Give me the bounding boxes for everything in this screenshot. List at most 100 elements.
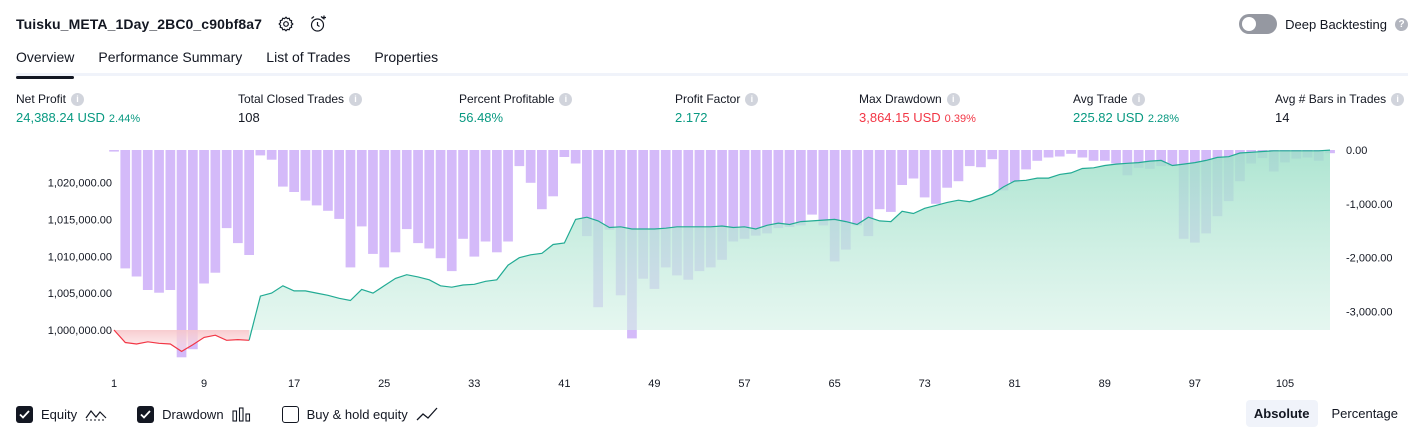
drawdown-bars-icon <box>232 406 252 422</box>
equity-checkbox[interactable] <box>16 405 33 423</box>
drawdown-bar <box>503 150 513 242</box>
drawdown-bar <box>886 150 896 212</box>
x-axis-tick-label: 57 <box>738 378 750 390</box>
info-icon[interactable]: i <box>1391 92 1405 106</box>
drawdown-bar <box>525 150 536 183</box>
info-icon[interactable]: i <box>1132 92 1146 106</box>
drawdown-bar <box>739 150 750 239</box>
alarm-clock-add-icon[interactable] <box>308 14 328 34</box>
drawdown-bar <box>1088 150 1099 161</box>
drawdown-bars <box>109 150 1335 358</box>
drawdown-bar <box>492 150 502 253</box>
equity-profit-line <box>248 149 1331 341</box>
absolute-button[interactable]: Absolute <box>1245 400 1318 427</box>
right-axis-tick-label: -1,000.00 <box>1346 199 1392 211</box>
info-icon[interactable]: i <box>946 92 960 106</box>
drawdown-bar <box>356 150 367 227</box>
drawdown-bar <box>1145 150 1155 169</box>
metric-percent: 0.39% <box>944 113 976 125</box>
drawdown-bar <box>233 150 243 244</box>
drawdown-bar <box>1111 150 1121 164</box>
drawdown-bar <box>874 150 885 210</box>
drawdown-bar <box>829 150 840 262</box>
tab-performance-summary[interactable]: Performance Summary <box>98 49 243 65</box>
drawdown-bar <box>705 150 716 268</box>
metric-value: 3,864.15 USD <box>859 110 941 125</box>
equity-line <box>113 149 1331 353</box>
legend-buy-hold[interactable]: Buy & hold equity <box>281 405 438 423</box>
drawdown-bar <box>1009 150 1020 183</box>
legend-drawdown[interactable]: Drawdown <box>137 405 252 423</box>
equity-loss-fill <box>114 330 250 352</box>
drawdown-bar <box>615 150 626 296</box>
percentage-button[interactable]: Percentage <box>1331 406 1399 421</box>
drawdown-bar <box>1156 150 1166 167</box>
tab-list-of-trades[interactable]: List of Trades <box>266 49 351 65</box>
legend-equity[interactable]: Equity <box>16 405 107 423</box>
drawdown-bar <box>897 150 907 185</box>
info-icon[interactable]: i <box>71 92 85 106</box>
metric-percent: 2.44% <box>108 113 141 125</box>
drawdown-bar <box>278 150 288 187</box>
metric-value: 24,388.24 USD <box>16 110 105 125</box>
drawdown-bar <box>841 150 851 250</box>
drawdown-bar <box>1122 150 1133 176</box>
info-icon[interactable]: i <box>349 92 363 106</box>
x-axis-tick-label: 105 <box>1276 378 1294 390</box>
deep-backtesting-control: Deep Backtesting ? <box>1239 13 1408 35</box>
buy-hold-checkbox[interactable] <box>281 405 299 423</box>
right-axis-tick-label: -2,000.00 <box>1346 253 1392 265</box>
metric-label: Percent Profitable <box>459 92 555 106</box>
drawdown-bar <box>154 150 164 293</box>
drawdown-bar <box>660 150 671 268</box>
help-icon[interactable]: ? <box>1395 17 1408 31</box>
drawdown-bar <box>919 150 930 198</box>
drawdown-bar <box>390 150 401 253</box>
drawdown-bar <box>255 150 266 156</box>
drawdown-bar <box>976 150 986 168</box>
drawdown-bar <box>1032 150 1043 161</box>
right-axis-tick-label: 0.00 <box>1346 145 1367 157</box>
drawdown-bar <box>638 150 648 279</box>
deep-backtesting-toggle[interactable] <box>1239 14 1278 34</box>
drawdown-bar <box>784 150 795 227</box>
metric-total-closed-trades: Total Closed Trades i 108 <box>238 92 363 125</box>
drawdown-bar <box>199 150 209 284</box>
x-axis-tick-label: 1 <box>111 378 117 390</box>
drawdown-bar <box>548 150 558 197</box>
drawdown-bar <box>570 150 581 164</box>
info-icon[interactable]: i <box>745 92 759 106</box>
settings-icon[interactable] <box>276 14 296 34</box>
drawdown-bar <box>694 150 705 272</box>
left-axis-tick-label: 1,000,000.00 <box>48 325 112 337</box>
drawdown-bar <box>1066 150 1076 154</box>
x-axis-tick-label: 33 <box>468 378 480 390</box>
drawdown-bar <box>818 150 829 226</box>
equity-drawdown-chart[interactable]: 1,000,000.00 1,005,000.00 1,010,000.00 1,01… <box>0 140 1424 395</box>
chart-legend: Equity Drawdown Buy & hold equity <box>16 403 468 425</box>
drawdown-bar <box>401 150 412 230</box>
tab-overview[interactable]: Overview <box>16 44 75 79</box>
metric-label: Total Closed Trades <box>238 92 345 106</box>
drawdown-checkbox[interactable] <box>137 405 155 423</box>
drawdown-bar <box>807 150 817 215</box>
drawdown-bar <box>953 150 964 182</box>
strategy-title: Tuisku_META_1Day_2BC0_c90bf8a7 <box>16 16 263 32</box>
left-axis-tick-label: 1,015,000.00 <box>48 214 112 226</box>
drawdown-bar <box>446 150 457 272</box>
metric-value: 14 <box>1275 110 1290 125</box>
drawdown-bar <box>998 150 1009 191</box>
info-icon[interactable]: i <box>559 92 573 106</box>
metric-value: 56.48% <box>459 110 504 125</box>
drawdown-bar <box>368 150 378 254</box>
left-axis: 1,000,000.00 1,005,000.00 1,010,000.00 1,01… <box>48 178 112 338</box>
drawdown-bar <box>750 150 761 236</box>
drawdown-bar <box>244 150 254 255</box>
drawdown-bar <box>311 150 322 206</box>
drawdown-bar <box>165 150 176 290</box>
drawdown-bar <box>987 150 998 160</box>
tab-properties[interactable]: Properties <box>374 49 439 65</box>
toggle-knob <box>1242 17 1257 31</box>
equity-line-icon <box>85 406 107 422</box>
buy-hold-line-icon <box>416 406 438 422</box>
